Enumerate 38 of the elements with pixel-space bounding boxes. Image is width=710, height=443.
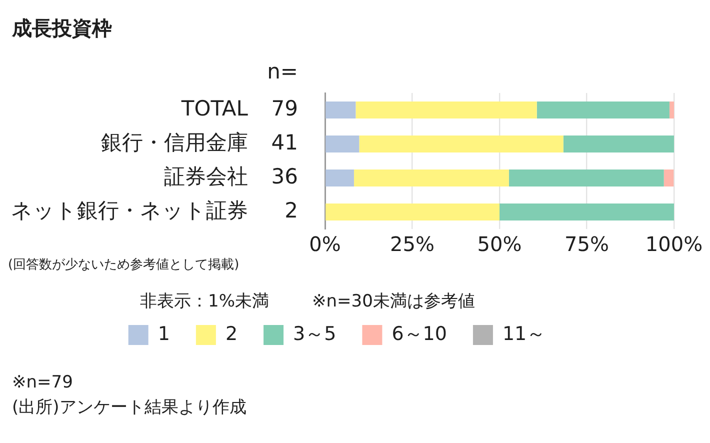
bar bbox=[359, 136, 564, 152]
text: ※n=30未満は参考値 bbox=[312, 291, 475, 312]
text: 非表示：1%未満 bbox=[140, 291, 269, 312]
legend-label: 1 bbox=[158, 322, 170, 345]
legend-label: 6～10 bbox=[392, 322, 447, 345]
legend-label: 11～ bbox=[502, 322, 546, 345]
text: (回答数が少ないため参考値として掲載) bbox=[8, 257, 240, 272]
x-tick-label: 0% bbox=[309, 232, 341, 256]
bar bbox=[326, 170, 354, 186]
bar bbox=[326, 204, 500, 220]
bar bbox=[508, 170, 664, 186]
y-tick-label: 銀行・信用金庫 bbox=[101, 130, 248, 154]
bar bbox=[536, 102, 670, 118]
legend-label: 3～5 bbox=[293, 322, 336, 345]
text: n= bbox=[267, 59, 298, 84]
legend-label: 2 bbox=[225, 322, 238, 345]
bar bbox=[354, 170, 509, 186]
bar bbox=[669, 102, 674, 118]
y-tick-label: 証券会社 bbox=[164, 164, 248, 188]
bar bbox=[326, 136, 360, 152]
text: 41 bbox=[271, 130, 298, 154]
text: 36 bbox=[271, 164, 298, 188]
bar bbox=[563, 136, 674, 152]
x-tick-label: 75% bbox=[564, 232, 609, 256]
y-tick-label: TOTAL bbox=[180, 96, 248, 120]
x-tick-label: 25% bbox=[390, 232, 434, 256]
y-tick-label: ネット銀行・ネット証券 bbox=[11, 198, 248, 222]
bar bbox=[326, 102, 356, 118]
text: 79 bbox=[271, 96, 298, 120]
x-tick-label: 100% bbox=[645, 232, 703, 256]
bar bbox=[664, 170, 674, 186]
text: ※n=79 bbox=[12, 372, 73, 392]
text: 2 bbox=[284, 198, 298, 222]
text: 成長投資枠 bbox=[11, 16, 112, 40]
text: (出所)アンケート結果より作成 bbox=[12, 397, 246, 418]
x-tick-label: 50% bbox=[477, 232, 522, 256]
bar bbox=[500, 204, 674, 220]
bar bbox=[356, 102, 537, 118]
